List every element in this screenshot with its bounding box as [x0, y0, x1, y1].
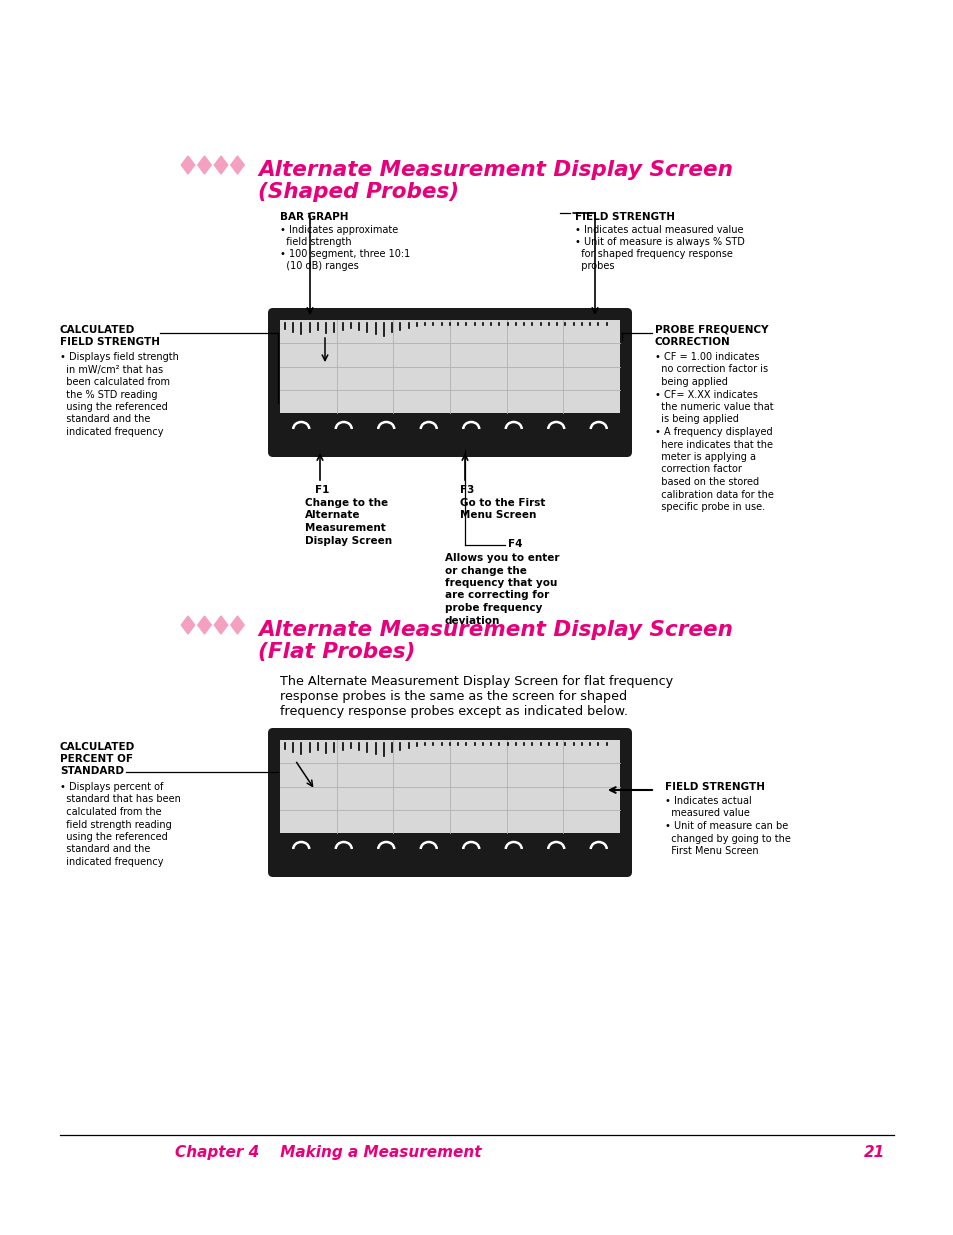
Polygon shape: [181, 616, 194, 634]
Text: • Indicates approximate: • Indicates approximate: [280, 225, 397, 235]
Text: • Unit of measure can be: • Unit of measure can be: [664, 821, 787, 831]
Text: F1: F1: [314, 485, 329, 495]
Text: or change the: or change the: [444, 566, 526, 576]
Text: • Indicates actual measured value: • Indicates actual measured value: [575, 225, 742, 235]
Text: F3: F3: [459, 485, 474, 495]
Text: Display Screen: Display Screen: [305, 536, 392, 546]
Text: Alternate: Alternate: [305, 510, 360, 520]
Text: 21: 21: [863, 1145, 884, 1160]
Polygon shape: [231, 616, 244, 634]
Text: meter is applying a: meter is applying a: [655, 452, 755, 462]
Text: Menu Screen: Menu Screen: [459, 510, 536, 520]
Text: • CF = 1.00 indicates: • CF = 1.00 indicates: [655, 352, 759, 362]
Text: Alternate Measurement Display Screen: Alternate Measurement Display Screen: [257, 620, 732, 640]
FancyBboxPatch shape: [268, 308, 631, 457]
Text: frequency response probes except as indicated below.: frequency response probes except as indi…: [280, 705, 627, 718]
Text: is being applied: is being applied: [655, 415, 739, 425]
Bar: [280, 320, 619, 412]
Text: CORRECTION: CORRECTION: [655, 337, 730, 347]
Text: (10 dB) ranges: (10 dB) ranges: [280, 261, 358, 270]
Text: FIELD STRENGTH: FIELD STRENGTH: [575, 212, 675, 222]
Text: calibration data for the: calibration data for the: [655, 489, 773, 499]
Text: • Displays percent of: • Displays percent of: [60, 782, 163, 792]
Bar: [280, 740, 619, 832]
Text: probes: probes: [575, 261, 614, 270]
Text: FIELD STRENGTH: FIELD STRENGTH: [60, 337, 160, 347]
Text: frequency that you: frequency that you: [444, 578, 557, 588]
Text: measured value: measured value: [664, 809, 749, 819]
Text: FIELD STRENGTH: FIELD STRENGTH: [664, 782, 764, 792]
Text: CALCULATED: CALCULATED: [60, 325, 135, 335]
FancyBboxPatch shape: [268, 727, 631, 877]
Text: being applied: being applied: [655, 377, 727, 387]
Text: Allows you to enter: Allows you to enter: [444, 553, 558, 563]
Text: First Menu Screen: First Menu Screen: [664, 846, 758, 856]
Text: (Flat Probes): (Flat Probes): [257, 642, 415, 662]
Text: standard and the: standard and the: [60, 415, 151, 425]
Text: calculated from the: calculated from the: [60, 806, 161, 818]
Polygon shape: [197, 616, 211, 634]
Text: PROBE FREQUENCY: PROBE FREQUENCY: [655, 325, 768, 335]
Text: been calculated from: been calculated from: [60, 377, 170, 387]
Text: no correction factor is: no correction factor is: [655, 364, 767, 374]
Text: Go to the First: Go to the First: [459, 498, 545, 508]
Text: • CF= X.XX indicates: • CF= X.XX indicates: [655, 389, 757, 399]
Text: based on the stored: based on the stored: [655, 477, 759, 487]
Text: indicated frequency: indicated frequency: [60, 427, 163, 437]
Bar: [280, 832, 619, 864]
Text: changed by going to the: changed by going to the: [664, 834, 790, 844]
Text: field strength: field strength: [280, 237, 352, 247]
Text: Measurement: Measurement: [305, 522, 385, 534]
Text: standard and the: standard and the: [60, 845, 151, 855]
Text: • Indicates actual: • Indicates actual: [664, 797, 751, 806]
Text: using the referenced: using the referenced: [60, 832, 168, 842]
Text: here indicates that the: here indicates that the: [655, 440, 772, 450]
Text: STANDARD: STANDARD: [60, 766, 124, 776]
Text: PERCENT OF: PERCENT OF: [60, 755, 132, 764]
Text: Change to the: Change to the: [305, 498, 388, 508]
Text: • A frequency displayed: • A frequency displayed: [655, 427, 772, 437]
Text: Alternate Measurement Display Screen: Alternate Measurement Display Screen: [257, 161, 732, 180]
Text: deviation: deviation: [444, 615, 500, 625]
Text: the numeric value that: the numeric value that: [655, 403, 773, 412]
Text: • 100 segment, three 10:1: • 100 segment, three 10:1: [280, 249, 410, 259]
Text: response probes is the same as the screen for shaped: response probes is the same as the scree…: [280, 690, 626, 703]
Text: F4: F4: [507, 538, 522, 550]
Text: are correcting for: are correcting for: [444, 590, 549, 600]
Text: (Shaped Probes): (Shaped Probes): [257, 182, 458, 203]
Polygon shape: [214, 156, 228, 174]
Text: field strength reading: field strength reading: [60, 820, 172, 830]
Text: indicated frequency: indicated frequency: [60, 857, 163, 867]
Text: using the referenced: using the referenced: [60, 403, 168, 412]
Text: • Unit of measure is always % STD: • Unit of measure is always % STD: [575, 237, 744, 247]
Text: the % STD reading: the % STD reading: [60, 389, 157, 399]
Text: The Alternate Measurement Display Screen for flat frequency: The Alternate Measurement Display Screen…: [280, 676, 673, 688]
Text: in mW/cm² that has: in mW/cm² that has: [60, 364, 163, 374]
Bar: [280, 412, 619, 445]
Text: correction factor: correction factor: [655, 464, 741, 474]
Polygon shape: [197, 156, 211, 174]
Polygon shape: [181, 156, 194, 174]
Text: probe frequency: probe frequency: [444, 603, 542, 613]
Text: CALCULATED: CALCULATED: [60, 742, 135, 752]
Polygon shape: [231, 156, 244, 174]
Polygon shape: [214, 616, 228, 634]
Text: standard that has been: standard that has been: [60, 794, 181, 804]
Text: BAR GRAPH: BAR GRAPH: [280, 212, 348, 222]
Text: specific probe in use.: specific probe in use.: [655, 501, 764, 513]
Text: Chapter 4    Making a Measurement: Chapter 4 Making a Measurement: [174, 1145, 481, 1160]
Text: for shaped frequency response: for shaped frequency response: [575, 249, 732, 259]
Text: • Displays field strength: • Displays field strength: [60, 352, 179, 362]
